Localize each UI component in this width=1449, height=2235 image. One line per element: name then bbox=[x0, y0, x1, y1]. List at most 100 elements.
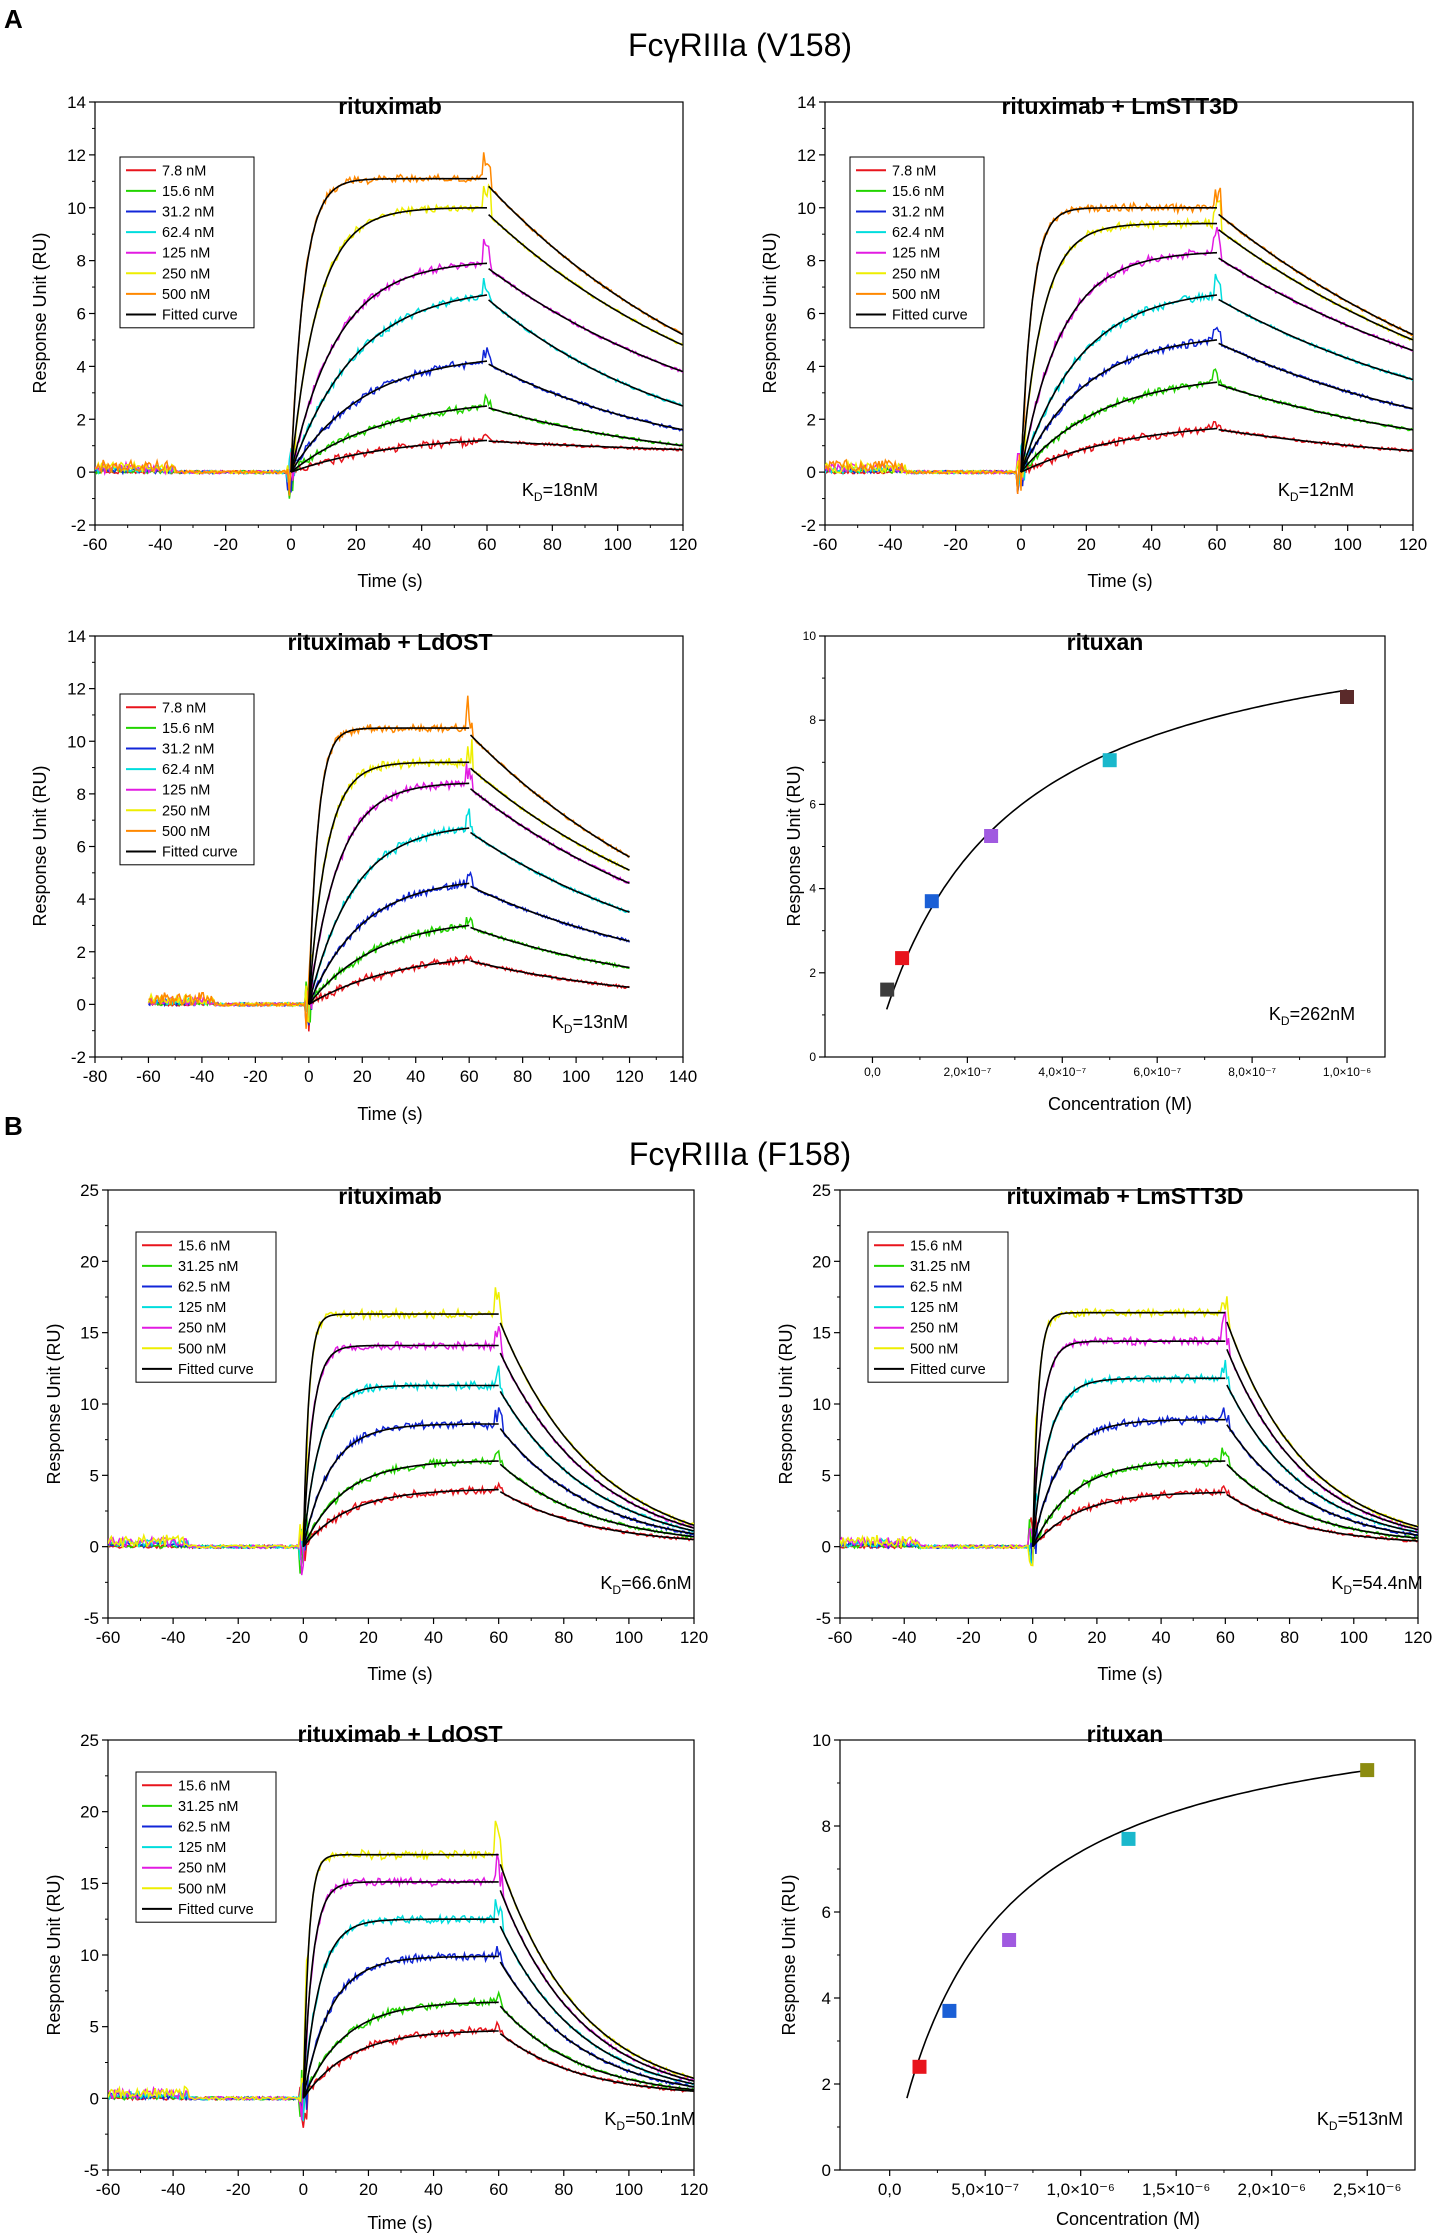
fitted-curve bbox=[290, 262, 683, 473]
x-tick-label: 1,5×10⁻⁶ bbox=[1142, 2180, 1210, 2199]
fitted-curve bbox=[302, 2030, 694, 2099]
fitted-curve bbox=[302, 1313, 694, 1547]
kd-value: =66.6nM bbox=[621, 1573, 692, 1593]
kd-prefix: K bbox=[1331, 1573, 1343, 1593]
kd-subscript: D bbox=[1329, 2119, 1338, 2133]
legend-label: 62.4 nM bbox=[892, 225, 944, 241]
x-tick-label: 100 bbox=[615, 2180, 643, 2199]
kd-subscript: D bbox=[534, 490, 543, 504]
data-point bbox=[1340, 690, 1354, 704]
plot-area bbox=[147, 695, 631, 1032]
y-axis-label: Response Unit (RU) bbox=[784, 765, 804, 926]
x-tick-label: 0 bbox=[299, 2180, 308, 2199]
data-point bbox=[1102, 753, 1117, 768]
x-tick-label: 5,0×10⁻⁷ bbox=[951, 2180, 1019, 2199]
y-tick-label: 10 bbox=[803, 629, 817, 643]
legend-label: 15.6 nM bbox=[178, 1778, 230, 1794]
x-tick-label: 40 bbox=[1152, 1628, 1171, 1647]
data-point bbox=[984, 829, 999, 843]
y-tick-label: 8 bbox=[822, 1817, 831, 1836]
x-axis-label: Time (s) bbox=[357, 571, 422, 591]
x-tick-label: 120 bbox=[1404, 1628, 1432, 1647]
data-point bbox=[880, 982, 895, 997]
chart-title: rituximab bbox=[338, 1183, 442, 1209]
legend: 7.8 nM 15.6 nM 31.2 nM 62.4 nM 125 nM 250 nM 5… bbox=[119, 693, 255, 866]
x-axis-label: Time (s) bbox=[1087, 571, 1152, 591]
x-tick-label: 80 bbox=[554, 1628, 573, 1647]
fitted-curve bbox=[302, 1460, 694, 1548]
y-tick-label: 6 bbox=[77, 838, 86, 857]
fitted-curve bbox=[1020, 427, 1413, 473]
plot-area bbox=[95, 152, 683, 499]
x-tick-label: 100 bbox=[562, 1067, 590, 1086]
x-tick-label: 0 bbox=[299, 1628, 308, 1647]
kd-annotation: KD=50.1nM bbox=[604, 2109, 695, 2133]
x-tick-label: 120 bbox=[1399, 535, 1427, 554]
y-tick-label: -2 bbox=[71, 1048, 86, 1067]
y-tick-label: 4 bbox=[822, 1989, 831, 2008]
legend-label: Fitted curve bbox=[162, 845, 238, 861]
y-tick-label: 0 bbox=[77, 463, 86, 482]
legend-label: 62.4 nM bbox=[162, 762, 214, 778]
fitted-curve bbox=[290, 294, 683, 473]
fitted-curve bbox=[1020, 222, 1413, 473]
x-tick-label: 2,0×10⁻⁷ bbox=[944, 1065, 992, 1079]
y-axis-label: Response Unit (RU) bbox=[779, 1874, 799, 2035]
y-tick-label: 20 bbox=[812, 1252, 831, 1271]
x-tick-label: -20 bbox=[243, 1067, 268, 1086]
fitted-curve bbox=[308, 727, 630, 1005]
fitted-curve bbox=[1031, 1418, 1418, 1547]
x-tick-label: -60 bbox=[96, 1628, 121, 1647]
y-tick-label: 14 bbox=[67, 627, 86, 646]
x-tick-label: 6,0×10⁻⁷ bbox=[1133, 1065, 1181, 1079]
y-tick-label: 2 bbox=[809, 966, 816, 980]
x-tick-label: 1,0×10⁻⁶ bbox=[1046, 2180, 1114, 2199]
kd-value: =13nM bbox=[573, 1012, 629, 1032]
chart-title: rituxan bbox=[1067, 629, 1144, 655]
legend-label: 7.8 nM bbox=[162, 163, 206, 179]
legend-label: 500 nM bbox=[178, 1881, 226, 1897]
y-tick-label: 6 bbox=[822, 1903, 831, 1922]
fitted-curve bbox=[1032, 1491, 1418, 1548]
x-tick-label: -60 bbox=[828, 1628, 853, 1647]
x-tick-label: 100 bbox=[1333, 535, 1361, 554]
x-tick-label: 0,0 bbox=[878, 2180, 902, 2199]
x-tick-label: -80 bbox=[83, 1067, 108, 1086]
plot-frame bbox=[839, 1739, 1416, 2171]
x-tick-label: 100 bbox=[1340, 1628, 1368, 1647]
fitted-curve bbox=[1031, 1340, 1418, 1547]
fitted-curve bbox=[290, 405, 683, 473]
legend-label: 15.6 nM bbox=[892, 184, 944, 200]
sensorgram-trace bbox=[840, 1359, 1418, 1565]
section-b-title: FcγRIIIa (F158) bbox=[629, 1136, 851, 1172]
data-point bbox=[924, 894, 939, 909]
y-tick-label: 14 bbox=[67, 93, 86, 112]
legend-label: 31.25 nM bbox=[178, 1259, 238, 1275]
y-axis-label: Response Unit (RU) bbox=[30, 765, 50, 926]
y-tick-label: 4 bbox=[77, 890, 86, 909]
kd-subscript: D bbox=[1343, 1583, 1352, 1597]
fitted-curve bbox=[308, 882, 630, 1005]
x-tick-label: 2,0×10⁻⁶ bbox=[1238, 2180, 1306, 2199]
kd-annotation: KD=18nM bbox=[522, 480, 598, 504]
legend: 15.6 nM 31.25 nM 62.5 nM 125 nM 250 nM 500 nM… bbox=[867, 1231, 1009, 1383]
y-tick-label: 0 bbox=[77, 995, 86, 1014]
legend-label: 125 nM bbox=[892, 246, 940, 262]
y-tick-label: 0 bbox=[90, 1538, 99, 1557]
x-tick-label: 1,0×10⁻⁶ bbox=[1323, 1065, 1371, 1079]
y-tick-label: 12 bbox=[67, 680, 86, 699]
x-tick-label: 100 bbox=[603, 535, 631, 554]
y-axis-label: Response Unit (RU) bbox=[44, 1323, 64, 1484]
x-axis-label: Time (s) bbox=[357, 1104, 422, 1124]
y-tick-label: 8 bbox=[809, 713, 816, 727]
kd-value: =50.1nM bbox=[625, 2109, 696, 2129]
sensorgram-trace bbox=[108, 1287, 694, 1550]
x-tick-label: 20 bbox=[359, 1628, 378, 1647]
x-tick-label: 40 bbox=[424, 2180, 443, 2199]
legend-label: 500 nM bbox=[910, 1341, 958, 1357]
kd-subscript: D bbox=[564, 1022, 573, 1036]
fitted-curve bbox=[302, 1423, 694, 1547]
kd-annotation: KD=66.6nM bbox=[600, 1573, 691, 1597]
y-tick-label: 2 bbox=[807, 410, 816, 429]
